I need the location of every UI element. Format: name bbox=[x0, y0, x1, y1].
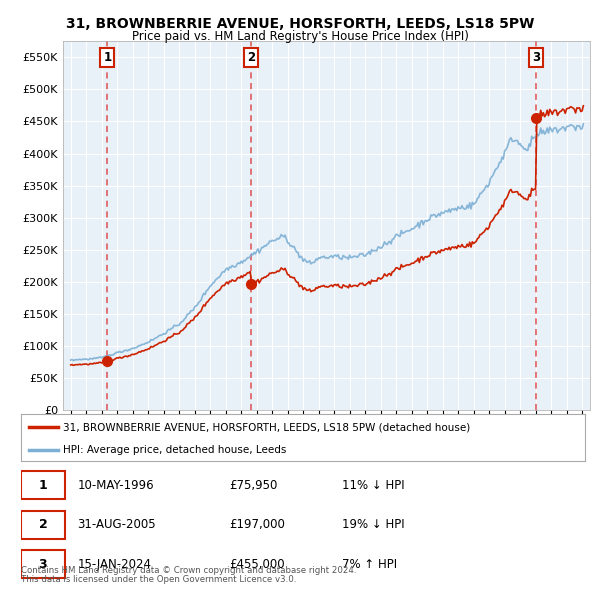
Text: 2: 2 bbox=[247, 51, 256, 64]
Text: Contains HM Land Registry data © Crown copyright and database right 2024.: Contains HM Land Registry data © Crown c… bbox=[21, 566, 356, 575]
Text: This data is licensed under the Open Government Licence v3.0.: This data is licensed under the Open Gov… bbox=[21, 575, 296, 584]
Text: 1: 1 bbox=[38, 478, 47, 492]
Text: 11% ↓ HPI: 11% ↓ HPI bbox=[343, 478, 405, 492]
Text: 10-MAY-1996: 10-MAY-1996 bbox=[77, 478, 154, 492]
Text: Price paid vs. HM Land Registry's House Price Index (HPI): Price paid vs. HM Land Registry's House … bbox=[131, 30, 469, 43]
Text: HPI: Average price, detached house, Leeds: HPI: Average price, detached house, Leed… bbox=[64, 445, 287, 454]
Text: £75,950: £75,950 bbox=[230, 478, 278, 492]
Text: 31-AUG-2005: 31-AUG-2005 bbox=[77, 518, 156, 532]
Text: 19% ↓ HPI: 19% ↓ HPI bbox=[343, 518, 405, 532]
Text: 3: 3 bbox=[532, 51, 540, 64]
Text: 3: 3 bbox=[38, 558, 47, 571]
Text: £197,000: £197,000 bbox=[230, 518, 286, 532]
Text: £455,000: £455,000 bbox=[230, 558, 286, 571]
Text: 2: 2 bbox=[38, 518, 47, 532]
Text: 31, BROWNBERRIE AVENUE, HORSFORTH, LEEDS, LS18 5PW (detached house): 31, BROWNBERRIE AVENUE, HORSFORTH, LEEDS… bbox=[64, 422, 470, 432]
Text: 31, BROWNBERRIE AVENUE, HORSFORTH, LEEDS, LS18 5PW: 31, BROWNBERRIE AVENUE, HORSFORTH, LEEDS… bbox=[66, 17, 534, 31]
Text: 15-JAN-2024: 15-JAN-2024 bbox=[77, 558, 151, 571]
Text: 1: 1 bbox=[103, 51, 112, 64]
FancyBboxPatch shape bbox=[21, 471, 65, 499]
Text: 7% ↑ HPI: 7% ↑ HPI bbox=[343, 558, 398, 571]
FancyBboxPatch shape bbox=[21, 550, 65, 578]
FancyBboxPatch shape bbox=[21, 511, 65, 539]
